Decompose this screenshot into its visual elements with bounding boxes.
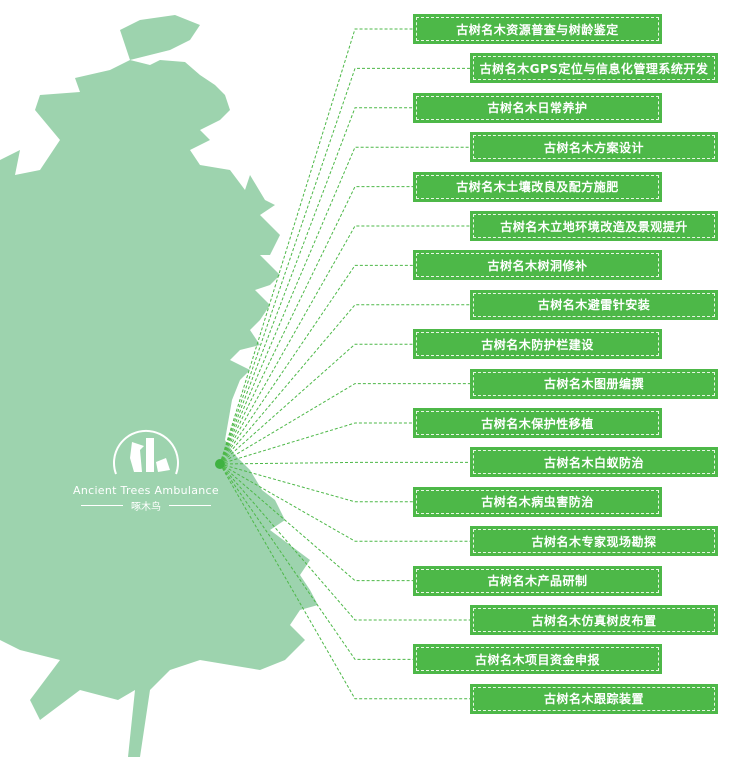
service-box: 古树名木方案设计 <box>470 132 718 163</box>
service-box: 古树名木白蚁防治 <box>470 447 718 478</box>
service-box: 古树名木日常养护 <box>413 92 662 123</box>
service-box: 古树名木GPS定位与信息化管理系统开发 <box>470 53 718 84</box>
connector-line <box>219 107 413 465</box>
service-box: 古树名木病虫害防治 <box>413 486 662 517</box>
connector-line <box>219 28 413 465</box>
service-box: 古树名木跟踪装置 <box>470 683 718 714</box>
service-box: 古树名木专家现场勘探 <box>470 526 718 557</box>
connector-lines <box>219 28 470 700</box>
service-label: 古树名木资源普查与树龄鉴定 <box>416 17 659 41</box>
connector-line <box>219 343 413 465</box>
service-label: 古树名木保护性移植 <box>416 411 659 435</box>
service-label: 古树名木病虫害防治 <box>416 489 659 514</box>
connector-line <box>219 304 470 465</box>
service-box: 古树名木土壤改良及配方施肥 <box>413 171 662 202</box>
service-label: 古树名木白蚁防治 <box>473 450 715 475</box>
connector-line <box>219 463 470 542</box>
service-label: 古树名木项目资金申报 <box>416 647 659 672</box>
service-label: 古树名木专家现场勘探 <box>473 529 715 554</box>
service-box: 古树名木保护性移植 <box>413 408 662 438</box>
connector-line <box>219 146 470 465</box>
connector-line <box>219 383 470 465</box>
connector-line <box>219 422 413 465</box>
service-box: 古树名木树洞修补 <box>413 250 662 281</box>
logo-english-text: Ancient Trees Ambulance <box>73 484 219 497</box>
service-label: 古树名木方案设计 <box>473 135 715 160</box>
connector-line <box>219 186 413 465</box>
origin-dot <box>215 459 225 469</box>
connector-line <box>219 461 470 465</box>
connector-line <box>219 264 413 465</box>
service-box: 古树名木避雷针安装 <box>470 289 718 320</box>
service-label: 古树名木产品研制 <box>416 568 659 593</box>
connector-line <box>219 463 470 700</box>
service-box: 古树名木图册编撰 <box>470 368 718 399</box>
service-box: 古树名木立地环境改造及景观提升 <box>470 211 718 241</box>
connector-line <box>219 463 413 582</box>
logo-chinese-text: 啄木鸟 <box>131 502 161 513</box>
connector-line <box>219 463 413 503</box>
service-box: 古树名木防护栏建设 <box>413 329 662 360</box>
woodpecker-tree-logo-icon <box>113 429 179 475</box>
service-box: 古树名木资源普查与树龄鉴定 <box>413 14 662 44</box>
connector-line <box>219 225 470 465</box>
tree-canopy <box>0 60 318 757</box>
connector-line <box>219 463 413 660</box>
service-label: 古树名木日常养护 <box>416 95 659 120</box>
service-label: 古树名木仿真树皮布置 <box>473 608 715 632</box>
ancient-trees-ambulance-logo: Ancient Trees Ambulance 啄木鸟 <box>66 428 226 513</box>
service-box: 古树名木项目资金申报 <box>413 644 662 675</box>
service-label: 古树名木GPS定位与信息化管理系统开发 <box>473 56 715 81</box>
service-label: 古树名木防护栏建设 <box>416 332 659 357</box>
service-label: 古树名木立地环境改造及景观提升 <box>473 214 715 238</box>
service-label: 古树名木图册编撰 <box>473 371 715 396</box>
service-label: 古树名木树洞修补 <box>416 253 659 278</box>
service-label: 古树名木避雷针安装 <box>473 292 715 317</box>
service-box: 古树名木仿真树皮布置 <box>470 605 718 635</box>
service-box: 古树名木产品研制 <box>413 565 662 596</box>
connector-line <box>219 463 470 621</box>
tree-top-branch <box>120 15 200 60</box>
service-label: 古树名木土壤改良及配方施肥 <box>416 174 659 199</box>
service-label: 古树名木跟踪装置 <box>473 686 715 711</box>
